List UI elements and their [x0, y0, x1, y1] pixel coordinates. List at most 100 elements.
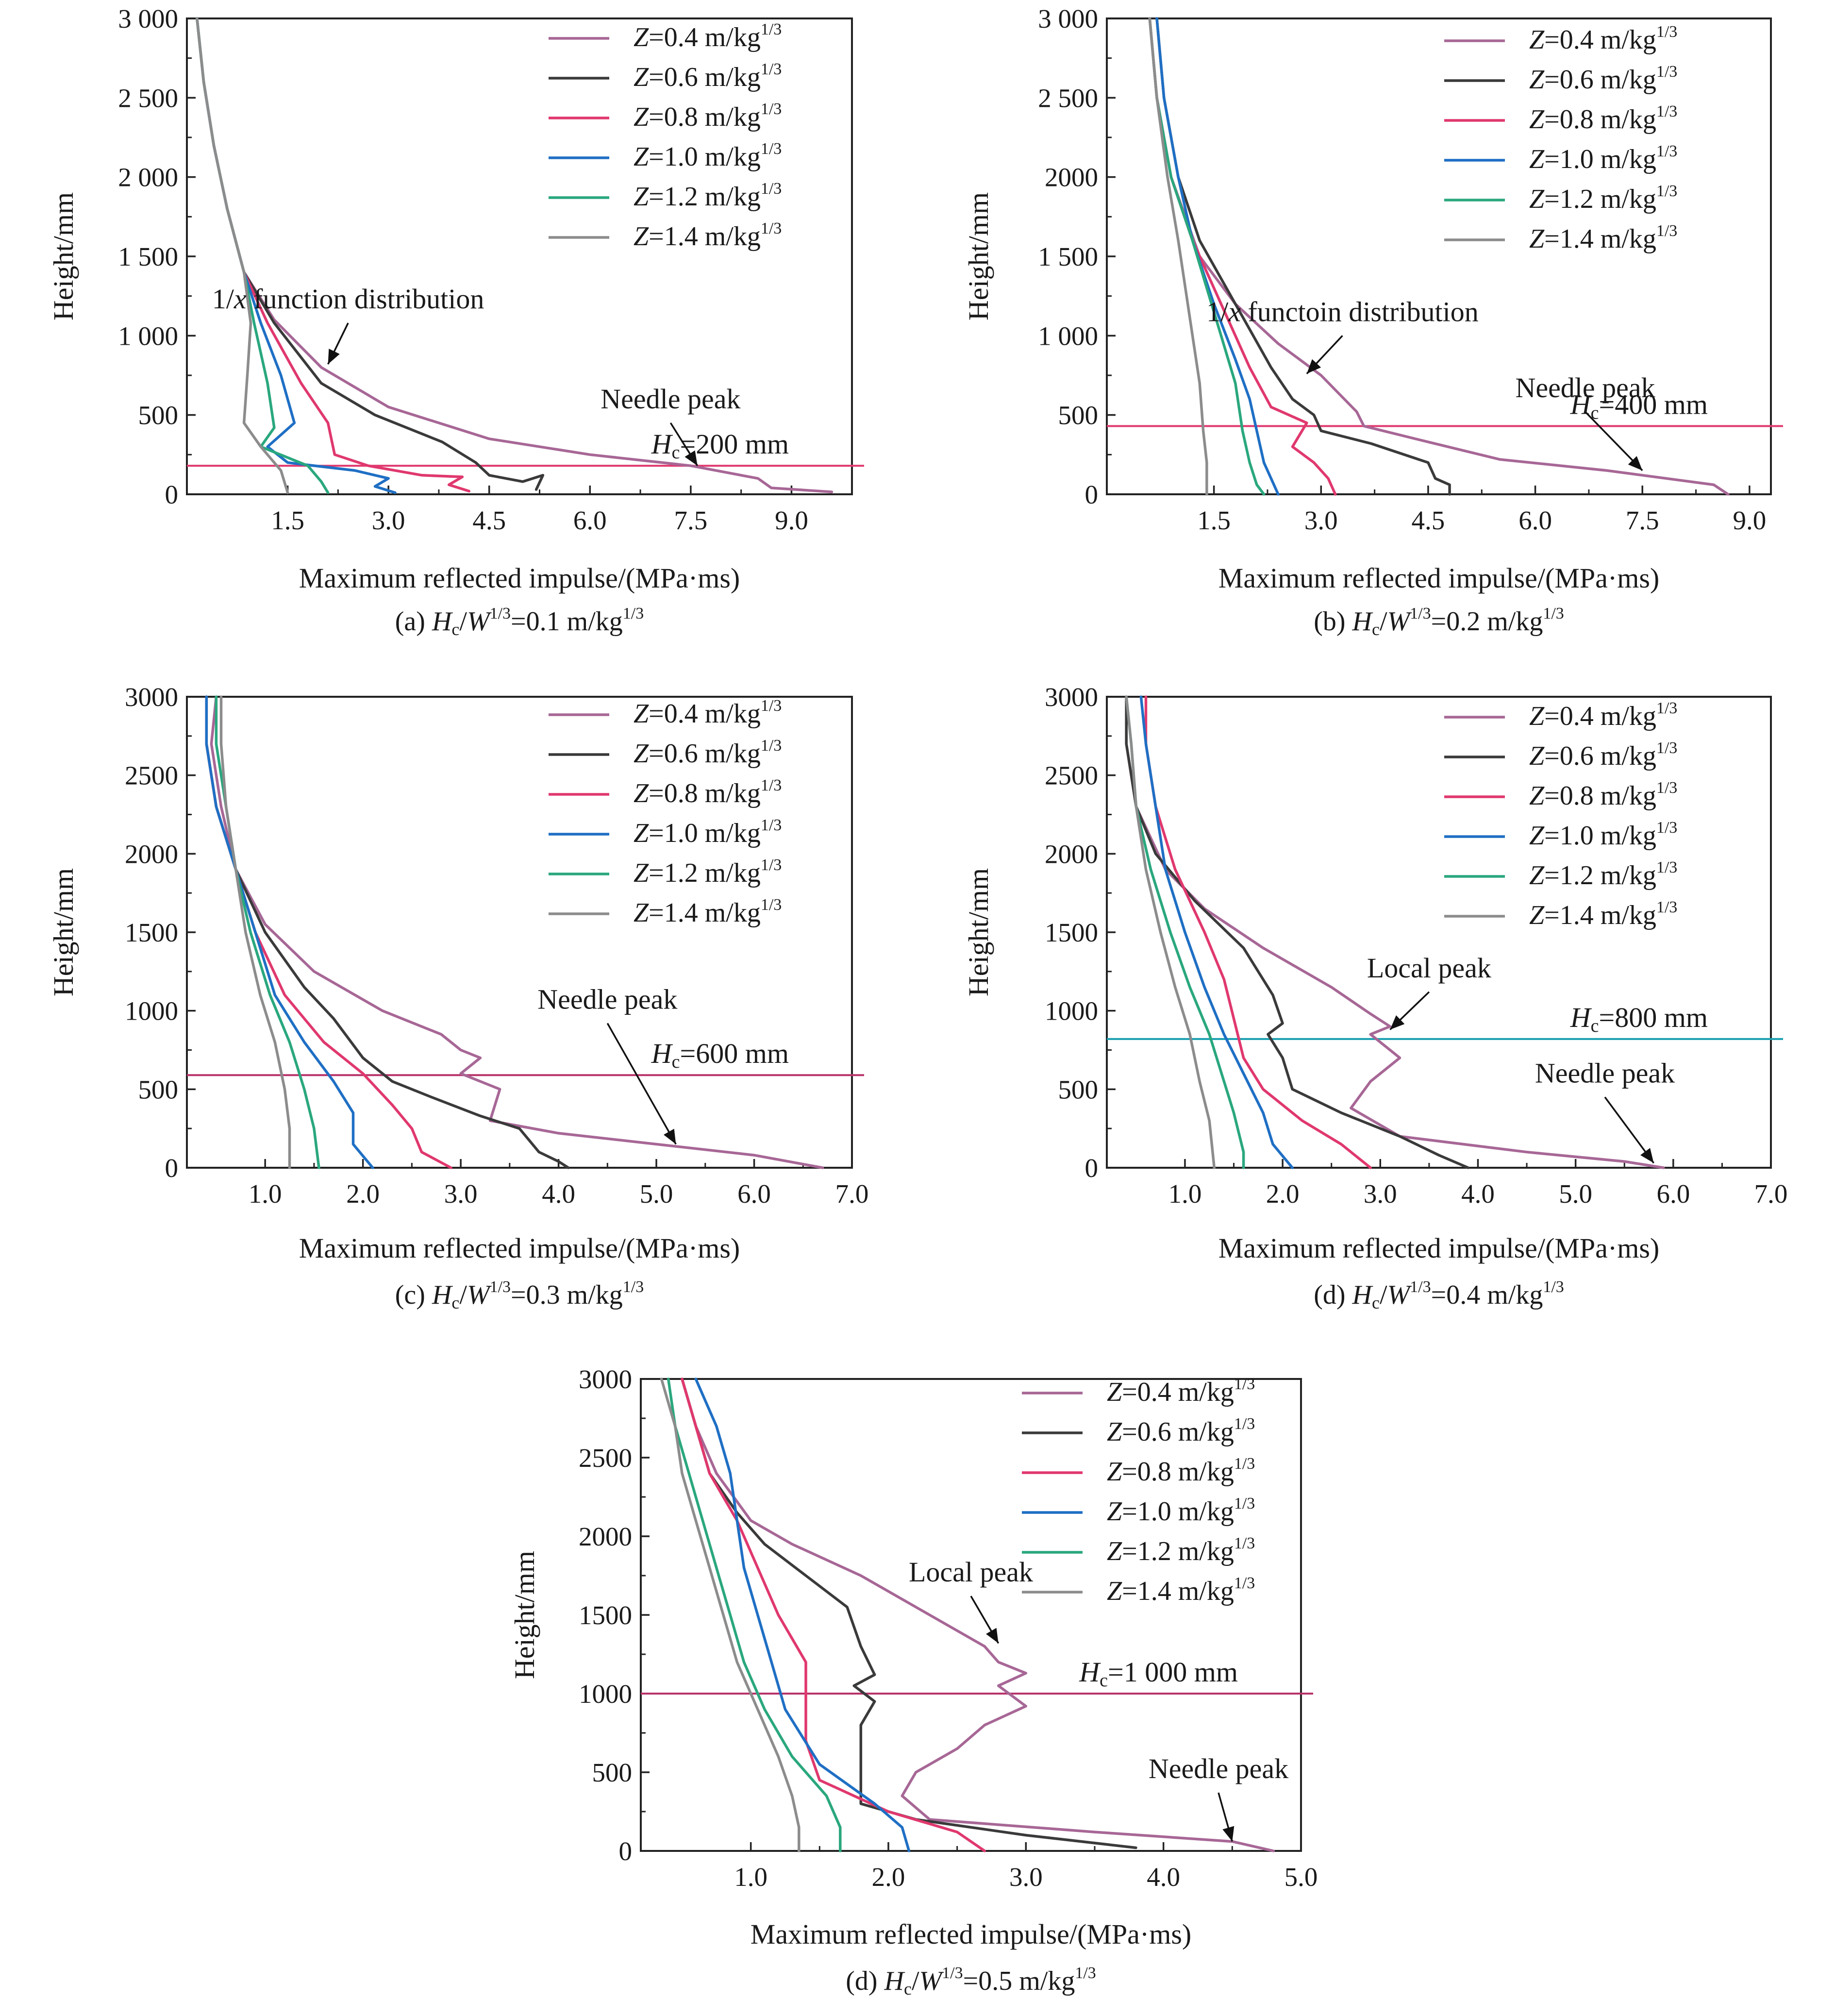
caption-var: W: [1387, 606, 1412, 637]
legend-sup: 1/3: [1656, 699, 1677, 717]
legend-var: Z: [1529, 860, 1545, 890]
panel-caption: (c) Hc/W1/3=0.3 m/kg1/3: [395, 1278, 644, 1312]
legend-value: =1.0 m/kg: [1122, 1496, 1234, 1527]
legend-var: Z: [1529, 65, 1545, 95]
annotation-label: Needle peak: [1149, 1753, 1288, 1784]
legend-entry: Z=0.6 m/kg1/3: [634, 60, 782, 92]
legend-entry: Z=0.8 m/kg1/3: [634, 776, 782, 808]
series-line-2: [205, 695, 452, 1169]
legend-value: =0.4 m/kg: [1122, 1377, 1234, 1407]
legend-value: =0.8 m/kg: [1544, 781, 1656, 811]
annotation-part: function distribution: [247, 283, 484, 315]
caption-slash: /: [912, 1966, 919, 1996]
caption-slash: /: [1380, 606, 1387, 637]
legend-sup: 1/3: [761, 816, 782, 834]
y-tick-label: 1500: [579, 1600, 632, 1630]
hc-var: H: [1570, 1002, 1592, 1033]
caption-slash: /: [459, 1280, 467, 1310]
legend-sup: 1/3: [1234, 1455, 1255, 1473]
legend-value: =1.4 m/kg: [1544, 224, 1656, 254]
caption-unit: m/kg: [1480, 1280, 1543, 1310]
hc-value: =800 mm: [1599, 1002, 1708, 1033]
x-tick-label: 1.5: [271, 505, 304, 535]
legend-value: =1.2 m/kg: [649, 858, 761, 888]
caption-sup: 1/3: [942, 1964, 963, 1982]
caption-var: H: [432, 606, 453, 637]
series-line-1: [681, 1378, 1137, 1849]
legend-var: Z: [634, 778, 649, 808]
y-tick-label: 2 500: [1038, 83, 1098, 113]
legend-var: Z: [1107, 1536, 1122, 1566]
x-tick-label: 4.0: [542, 1179, 575, 1209]
caption-unit: m/kg: [1012, 1966, 1075, 1996]
legend-var: Z: [634, 818, 649, 848]
y-tick-label: 1000: [1045, 996, 1098, 1026]
legend-entry: Z=1.4 m/kg1/3: [1529, 898, 1677, 930]
legend-sup: 1/3: [1656, 142, 1677, 160]
caption-label: (a): [395, 606, 432, 637]
series-line-3: [196, 17, 397, 494]
x-tick-label: 3.0: [444, 1179, 478, 1209]
legend-sup: 1/3: [1234, 1574, 1255, 1592]
y-tick-label: 2000: [125, 839, 178, 869]
x-tick-label: 4.5: [1412, 505, 1445, 535]
caption-sub: c: [1372, 620, 1380, 639]
legend-sup: 1/3: [1656, 898, 1677, 916]
y-tick-label: 2500: [1045, 761, 1098, 790]
legend-sup: 1/3: [1656, 102, 1677, 120]
annotation-arrowhead: [1222, 1826, 1234, 1842]
legend-var: Z: [1529, 781, 1545, 811]
legend-value: =1.2 m/kg: [1544, 860, 1656, 890]
x-axis-title: Maximum reflected impulse/(MPa·ms): [751, 1918, 1191, 1950]
annotation-part: 1/: [212, 283, 234, 315]
legend-sup: 1/3: [1234, 1415, 1255, 1433]
x-axis-title: Maximum reflected impulse/(MPa·ms): [299, 1232, 740, 1264]
plot-frame: [1106, 696, 1772, 1169]
series-line-5: [1125, 695, 1216, 1169]
hc-var: H: [651, 428, 673, 460]
y-tick-label: 2 000: [118, 163, 178, 192]
y-axis-title: Height/mm: [509, 1551, 540, 1679]
legend-sup: 1/3: [1656, 819, 1677, 837]
caption-label: (b): [1314, 606, 1352, 637]
legend-var: Z: [634, 142, 649, 172]
legend-entry: Z=1.0 m/kg1/3: [634, 140, 782, 172]
annotation-arrow: [606, 1023, 677, 1145]
legend-entry: Z=0.6 m/kg1/3: [1107, 1415, 1255, 1447]
legend-sup: 1/3: [761, 776, 782, 794]
legend-entry: Z=1.2 m/kg1/3: [1107, 1534, 1255, 1566]
legend-value: =1.4 m/kg: [649, 898, 761, 928]
caption-unit-sup: 1/3: [623, 605, 644, 622]
legend-value: =0.6 m/kg: [649, 739, 761, 769]
legend-entry: Z=1.2 m/kg1/3: [1529, 858, 1677, 890]
annotation-arrowhead: [684, 450, 698, 466]
legend-sup: 1/3: [761, 60, 782, 78]
x-tick-label: 4.5: [472, 505, 506, 535]
y-tick-label: 500: [592, 1758, 633, 1787]
legend-var: Z: [1529, 144, 1545, 174]
x-tick-label: 3.0: [1009, 1862, 1043, 1892]
y-tick-label: 1 000: [118, 321, 178, 351]
critical-height-label: Hc=1 000 mm: [1079, 1656, 1238, 1691]
legend-value: =1.2 m/kg: [1544, 184, 1656, 214]
series-line-5: [196, 17, 289, 494]
legend-sup: 1/3: [1656, 222, 1677, 240]
caption-sup: 1/3: [490, 1278, 511, 1296]
caption-eq: =: [511, 606, 526, 637]
legend-var: Z: [634, 62, 649, 92]
x-tick-label: 6.0: [737, 1179, 771, 1209]
y-tick-label: 0: [165, 1153, 179, 1183]
annotation-arrowhead: [1628, 456, 1643, 470]
hc-value: =200 mm: [680, 428, 789, 460]
legend-entry: Z=0.4 m/kg1/3: [634, 697, 782, 729]
hc-value: =400 mm: [1599, 389, 1708, 420]
y-tick-label: 1 500: [1038, 242, 1098, 271]
annotation-label: 1/x function distribution: [212, 283, 484, 315]
annotation-arrowhead: [1390, 1015, 1405, 1030]
legend-value: =1.0 m/kg: [1544, 144, 1656, 174]
series-line-2: [681, 1378, 986, 1852]
x-tick-label: 4.0: [1147, 1862, 1180, 1892]
legend-entry: Z=0.8 m/kg1/3: [634, 100, 782, 132]
legend-value: =0.4 m/kg: [1544, 701, 1656, 731]
caption-slash: /: [459, 606, 467, 637]
